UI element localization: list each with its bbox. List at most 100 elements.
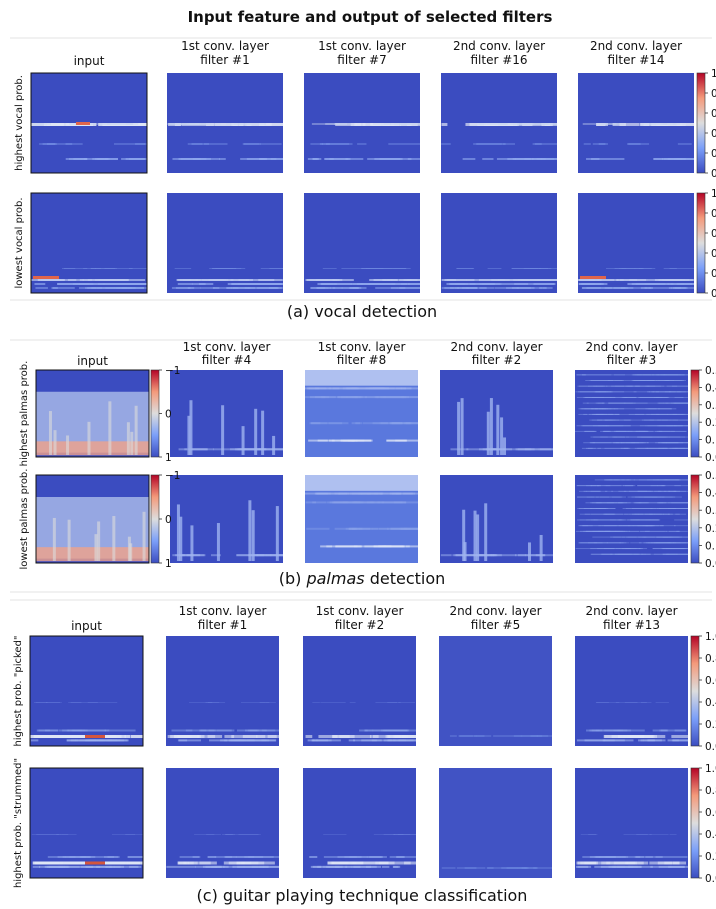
palmas-f8-feature xyxy=(392,422,402,425)
column-title: filter #1 xyxy=(198,618,247,632)
palmas-f3-feature xyxy=(676,530,688,532)
vocal-high-feature xyxy=(627,143,650,145)
vocal-high-feature xyxy=(129,158,147,160)
palmas-f3-feature xyxy=(597,485,611,487)
palmas-f3-feature xyxy=(584,408,594,410)
vocal-low-feature xyxy=(529,268,552,269)
palmas-f3-feature xyxy=(597,530,620,532)
vocal-high-feature xyxy=(492,123,514,126)
palmas-f8-feature xyxy=(351,527,366,530)
palmas-f3-feature xyxy=(517,554,526,557)
vocal-high-feature xyxy=(389,123,420,125)
vocal-high-feature xyxy=(653,158,664,160)
palmas-f3-feature xyxy=(665,436,686,438)
palmas-f1-activation xyxy=(179,516,183,561)
colorbar: 0.0 0.1 0.2 0.3 0.4 0.5 xyxy=(690,365,716,464)
vocal-high-feature xyxy=(219,158,226,160)
palmas-f8-feature xyxy=(355,422,363,425)
guitar-feature xyxy=(660,729,686,732)
palmas-f3-feature xyxy=(602,430,610,432)
guitar-feature xyxy=(61,834,77,835)
palmas-f3-feature xyxy=(583,530,611,532)
guitar-feature xyxy=(351,861,383,865)
palmas-f3-feature xyxy=(656,536,669,538)
guitar-feature xyxy=(238,834,261,835)
heatmap-panel xyxy=(304,73,420,173)
palmas-f3-feature xyxy=(593,542,624,544)
palmas-f3-feature xyxy=(615,385,633,387)
palmas-f3-feature xyxy=(578,525,602,527)
palmas-f8-feature xyxy=(400,527,418,530)
palmas-input-activation xyxy=(66,435,70,455)
palmas-f3-feature xyxy=(621,536,647,538)
column-title: 2nd conv. layer xyxy=(453,39,545,53)
vocal-low-feature xyxy=(34,283,46,285)
palmas-f3-feature xyxy=(642,536,669,538)
vocal-high-feature xyxy=(374,158,403,160)
palmas-f3-feature xyxy=(584,513,591,515)
vocal-low-feature xyxy=(195,279,211,281)
heatmap-panel xyxy=(578,193,694,293)
palmas-f3-feature xyxy=(637,447,668,449)
vocal-low-feature xyxy=(629,279,647,281)
guitar-feature xyxy=(307,739,315,742)
palmas-f3-feature xyxy=(636,502,650,504)
vocal-high-feature xyxy=(65,143,83,145)
palmas-f3-feature xyxy=(624,485,634,487)
palmas-f3-feature xyxy=(645,425,677,427)
palmas-f3-feature xyxy=(587,542,621,544)
palmas-f8-feature xyxy=(405,422,418,425)
vocal-low-feature xyxy=(83,268,97,269)
palmas-f3-feature xyxy=(607,374,625,376)
guitar-f5-feature xyxy=(522,735,543,737)
guitar-feature xyxy=(259,861,275,865)
palmas-f3-feature xyxy=(674,525,688,527)
palmas-f3-feature xyxy=(672,413,688,415)
vocal-low-feature xyxy=(588,279,596,281)
guitar-feature xyxy=(318,735,338,738)
palmas-f3-feature xyxy=(595,402,605,404)
palmas-f3-feature xyxy=(582,525,617,527)
heatmap-panel xyxy=(440,370,553,457)
vocal-low-feature xyxy=(481,283,494,285)
palmas-f3-feature xyxy=(651,374,681,376)
palmas-f3-feature xyxy=(625,385,633,387)
palmas-f3-feature xyxy=(666,425,688,427)
vocal-high-feature xyxy=(672,123,680,125)
palmas-f3-feature xyxy=(633,380,654,382)
palmas-f3-feature xyxy=(675,553,688,555)
palmas-f3-feature xyxy=(669,536,688,538)
guitar-feature xyxy=(640,702,652,703)
palmas-f3-feature xyxy=(604,447,629,449)
flat-fill xyxy=(439,768,552,878)
vocal-high-feature xyxy=(321,143,330,145)
vocal-low-feature xyxy=(460,283,495,285)
guitar-feature xyxy=(185,729,207,732)
vocal-high-feature xyxy=(383,123,400,126)
guitar-f5-feature xyxy=(521,867,528,869)
colorbar-tick-label: 0.2 xyxy=(705,719,716,731)
palmas-f3-feature xyxy=(610,553,639,555)
guitar-feature xyxy=(241,861,260,865)
guitar-feature xyxy=(344,856,368,858)
palmas-f3-feature xyxy=(641,553,651,555)
palmas-f3-feature xyxy=(594,479,621,481)
heatmap-panel xyxy=(575,370,688,457)
guitar-feature xyxy=(655,702,669,703)
guitar-feature xyxy=(250,729,276,732)
palmas-f3-feature xyxy=(665,530,679,532)
guitar-feature xyxy=(171,729,193,732)
palmas-f3-feature xyxy=(643,542,674,544)
palmas-f1-feature xyxy=(235,448,261,451)
guitar-feature xyxy=(205,702,226,703)
palmas-f3-feature xyxy=(619,542,630,544)
palmas-f3-feature xyxy=(604,530,628,532)
guitar-f5-feature xyxy=(536,735,549,737)
vocal-high-feature xyxy=(407,158,420,160)
vocal-low-feature xyxy=(98,279,117,281)
peak-marker xyxy=(580,276,606,279)
vocal-high-feature xyxy=(512,158,532,160)
guitar-feature xyxy=(589,856,617,858)
guitar-feature xyxy=(655,856,688,858)
palmas-input-activation xyxy=(108,401,112,455)
